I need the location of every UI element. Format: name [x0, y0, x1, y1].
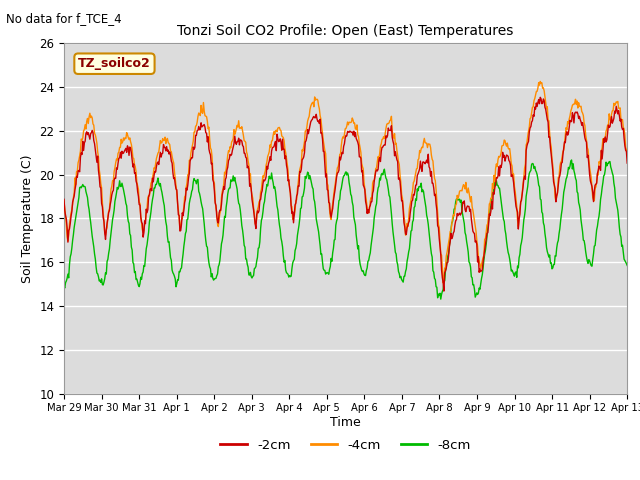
Text: TZ_soilco2: TZ_soilco2: [78, 57, 151, 70]
Legend: -2cm, -4cm, -8cm: -2cm, -4cm, -8cm: [215, 433, 476, 457]
Y-axis label: Soil Temperature (C): Soil Temperature (C): [20, 154, 34, 283]
Text: No data for f_TCE_4: No data for f_TCE_4: [6, 12, 122, 25]
X-axis label: Time: Time: [330, 416, 361, 429]
Title: Tonzi Soil CO2 Profile: Open (East) Temperatures: Tonzi Soil CO2 Profile: Open (East) Temp…: [177, 24, 514, 38]
